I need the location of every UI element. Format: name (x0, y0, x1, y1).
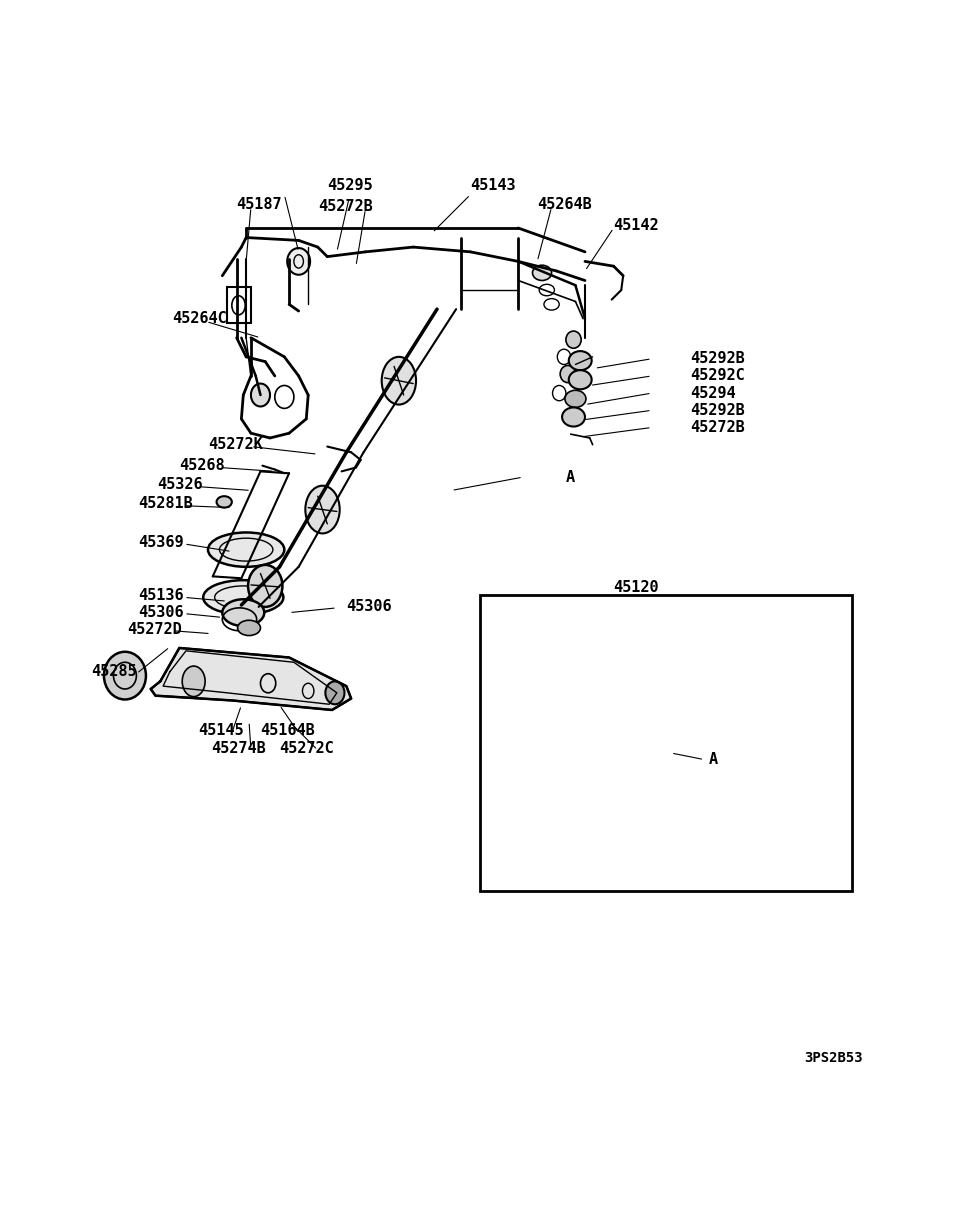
Text: 45306: 45306 (347, 599, 392, 615)
Text: 45264C: 45264C (173, 311, 228, 327)
Ellipse shape (568, 351, 591, 370)
Text: 45136: 45136 (138, 588, 184, 603)
Ellipse shape (533, 265, 552, 281)
Ellipse shape (561, 365, 575, 382)
Text: 45281B: 45281B (138, 496, 193, 512)
Ellipse shape (588, 802, 616, 837)
Bar (228, 287, 251, 323)
Text: A: A (565, 469, 575, 484)
Text: 45145: 45145 (199, 724, 244, 738)
Ellipse shape (563, 408, 585, 426)
Ellipse shape (104, 652, 146, 699)
Ellipse shape (568, 370, 591, 390)
Ellipse shape (565, 332, 581, 348)
Text: 45285: 45285 (91, 664, 137, 679)
Text: 45272D: 45272D (127, 622, 181, 638)
Text: 45272K: 45272K (208, 437, 263, 453)
Text: 45268: 45268 (180, 459, 225, 473)
Ellipse shape (581, 676, 604, 696)
Text: 45164B: 45164B (260, 724, 315, 738)
Text: 45264B: 45264B (538, 197, 592, 212)
Text: A: A (709, 753, 718, 767)
Ellipse shape (564, 391, 586, 408)
Text: 45292C: 45292C (690, 368, 745, 384)
Text: 45272C: 45272C (279, 741, 334, 756)
Ellipse shape (251, 384, 270, 407)
Text: 45272B: 45272B (690, 420, 745, 434)
Ellipse shape (217, 496, 232, 508)
Ellipse shape (681, 621, 700, 636)
Text: 45187: 45187 (236, 197, 282, 212)
Text: 45295: 45295 (327, 178, 372, 192)
Text: 45292B: 45292B (690, 403, 745, 417)
Text: 45306: 45306 (138, 605, 184, 621)
Text: 3PS2B53: 3PS2B53 (804, 1051, 862, 1065)
Text: 45294: 45294 (690, 386, 735, 401)
Ellipse shape (248, 565, 282, 607)
Ellipse shape (325, 681, 345, 704)
Text: 45274B: 45274B (211, 741, 266, 756)
Ellipse shape (287, 248, 310, 275)
Text: 45326: 45326 (157, 477, 203, 492)
Text: 45120: 45120 (613, 581, 660, 595)
Ellipse shape (596, 721, 627, 760)
Ellipse shape (204, 580, 283, 615)
Polygon shape (151, 647, 351, 710)
Text: 45272B: 45272B (318, 198, 372, 213)
Ellipse shape (382, 357, 416, 404)
Bar (480, 595, 852, 892)
Text: 45292B: 45292B (690, 351, 745, 367)
Ellipse shape (305, 485, 340, 534)
Text: 45143: 45143 (470, 178, 516, 192)
Ellipse shape (223, 599, 264, 626)
Ellipse shape (208, 532, 284, 566)
Text: 45369: 45369 (138, 535, 184, 549)
Ellipse shape (182, 666, 205, 697)
Ellipse shape (237, 621, 260, 635)
Ellipse shape (623, 615, 658, 657)
Text: 45142: 45142 (613, 218, 660, 232)
